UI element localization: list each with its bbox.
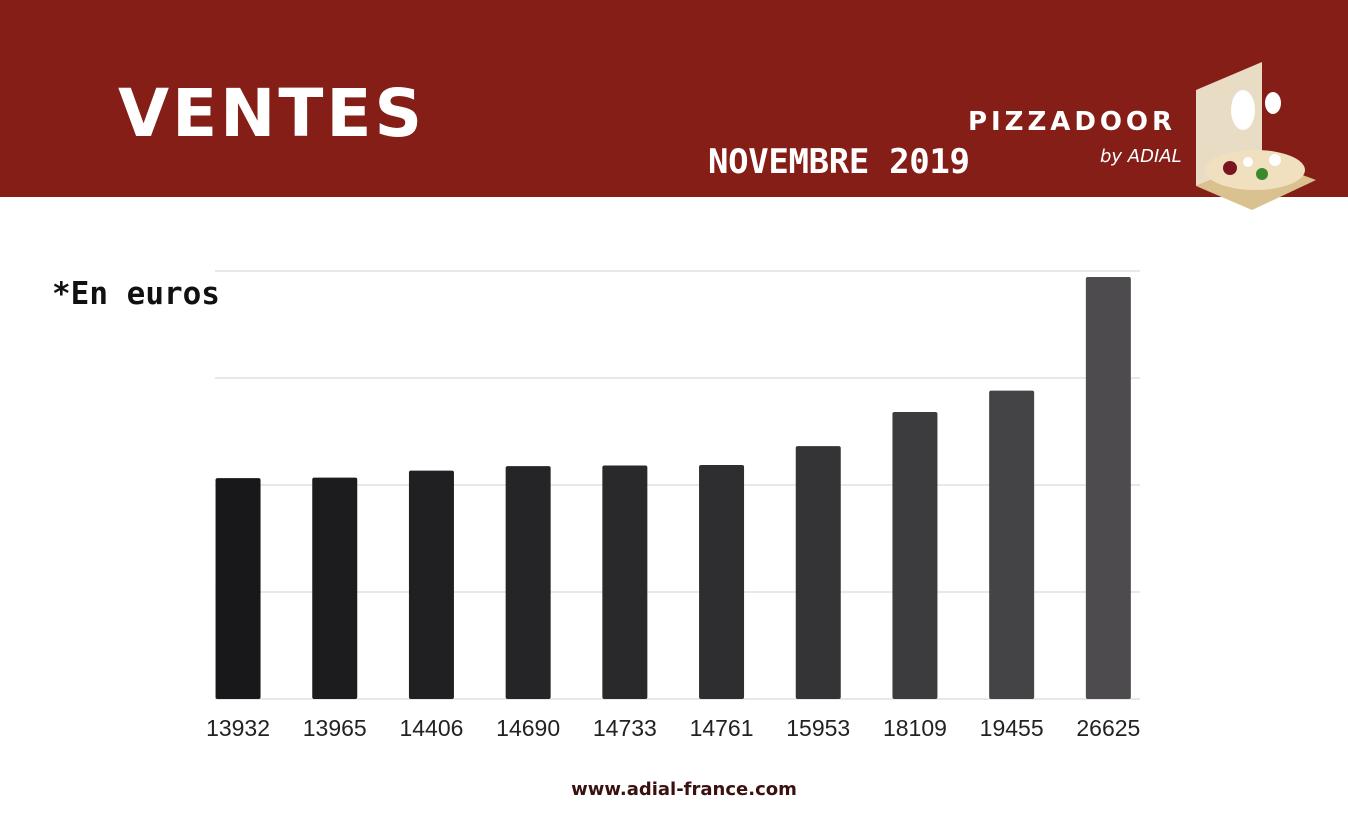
chart-annotation: *En euros	[52, 276, 220, 312]
bar	[505, 466, 551, 699]
value-label: 14733	[593, 715, 657, 741]
header-title: VENTES	[118, 75, 425, 152]
bar	[989, 390, 1035, 699]
bar	[312, 477, 358, 699]
value-label: 15953	[786, 715, 850, 741]
header-band	[0, 0, 1348, 197]
value-label: 13965	[303, 715, 367, 741]
logo-tagline: by ADIAL	[1100, 146, 1182, 167]
value-label: 14761	[690, 715, 754, 741]
header-subtitle: NOVEMBRE 2019	[708, 142, 970, 182]
value-label: 13932	[206, 715, 270, 741]
bar	[602, 465, 648, 699]
value-label: 19455	[980, 715, 1044, 741]
value-label: 14690	[496, 715, 560, 741]
value-label: 26625	[1076, 715, 1140, 741]
bar	[795, 446, 841, 699]
bar	[215, 478, 261, 699]
bar	[1085, 276, 1131, 699]
value-label: 14406	[399, 715, 463, 741]
pizza-box-icon	[1196, 62, 1316, 210]
bar	[892, 411, 938, 699]
bar	[699, 465, 745, 699]
footer-url: www.adial-france.com	[571, 779, 797, 800]
logo-name: PIZZADOOR	[968, 107, 1172, 137]
bar	[408, 470, 454, 699]
value-label: 18109	[883, 715, 947, 741]
